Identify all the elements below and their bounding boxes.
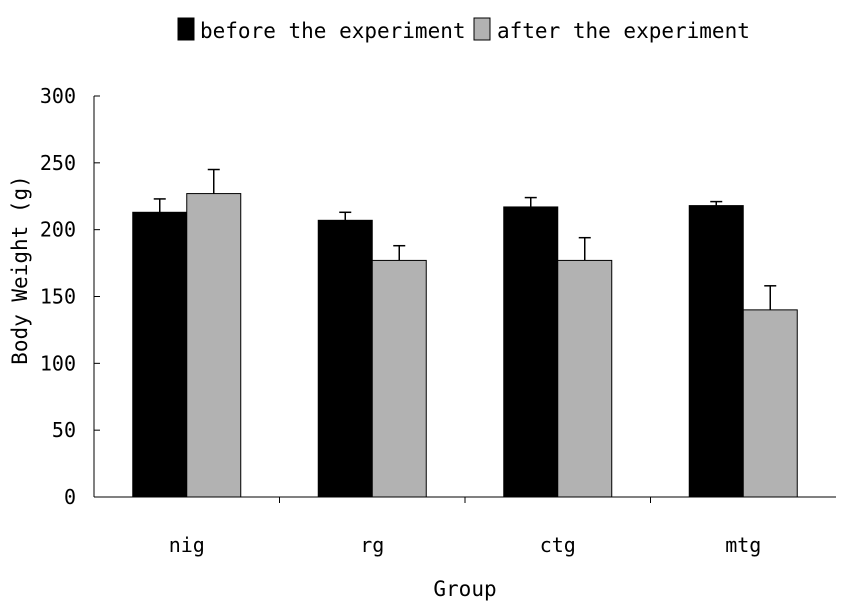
- error-bars: [153, 168, 777, 310]
- category-label-ctg: ctg: [540, 533, 576, 557]
- bar-after-nig: [186, 193, 242, 498]
- category-label-rg: rg: [360, 533, 384, 557]
- legend: before the experiment after the experime…: [177, 17, 750, 43]
- category-label-mtg: mtg: [725, 533, 761, 557]
- y-tick-label: 50: [52, 418, 76, 442]
- legend-label-after: after the experiment: [497, 19, 750, 43]
- y-axis-title: Body Weight (g): [8, 175, 32, 365]
- category-labels: nig rg ctg mtg: [169, 533, 762, 557]
- bar-before-ctg: [503, 206, 559, 498]
- bar-before-nig: [132, 211, 188, 498]
- legend-label-before: before the experiment: [200, 19, 466, 43]
- y-tick-label: 150: [40, 285, 76, 309]
- category-label-nig: nig: [169, 533, 205, 557]
- y-ticks: 0 50 100 150 200 250 300: [40, 84, 100, 509]
- bar-after-rg: [371, 259, 427, 498]
- legend-swatch-before: [177, 17, 195, 41]
- y-tick-label: 200: [40, 218, 76, 242]
- bar-before-mtg: [688, 205, 744, 498]
- bar-after-mtg: [742, 309, 798, 498]
- x-ticks: [279, 497, 651, 503]
- legend-swatch-after: [473, 17, 491, 41]
- x-axis-title: Group: [433, 577, 496, 601]
- y-tick-label: 250: [40, 151, 76, 175]
- bar-before-rg: [317, 219, 373, 498]
- y-tick-label: 0: [64, 485, 76, 509]
- y-tick-label: 100: [40, 351, 76, 375]
- y-tick-label: 300: [40, 84, 76, 108]
- bar-after-ctg: [557, 259, 613, 498]
- bars: [132, 193, 798, 498]
